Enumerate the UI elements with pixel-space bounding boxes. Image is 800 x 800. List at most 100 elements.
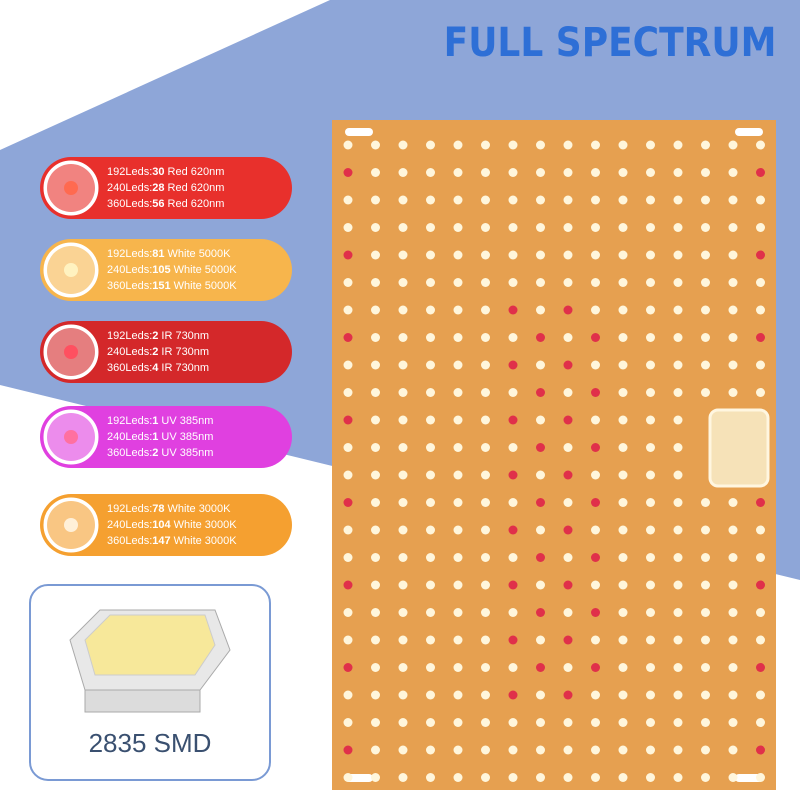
led [536, 718, 545, 727]
led [536, 388, 545, 397]
led [728, 773, 738, 782]
led [398, 250, 408, 260]
led [508, 278, 518, 287]
led [398, 773, 408, 782]
led [563, 718, 573, 727]
led [618, 278, 628, 287]
spec-count: 2 [152, 346, 158, 358]
led [756, 525, 765, 535]
led [343, 278, 353, 287]
led [756, 388, 765, 397]
spec-desc: White 5000K [168, 248, 232, 260]
led [481, 718, 490, 727]
led [398, 690, 408, 700]
led [591, 250, 600, 260]
led [536, 278, 545, 287]
led [481, 388, 490, 397]
led [618, 580, 628, 590]
led [701, 745, 710, 755]
led [563, 388, 573, 397]
led [728, 195, 738, 205]
led [618, 635, 628, 645]
led [371, 443, 380, 452]
led [453, 140, 463, 150]
led [426, 773, 435, 782]
led [481, 360, 490, 370]
led [563, 498, 573, 507]
spec-pill [40, 321, 292, 383]
spec-pill [40, 406, 292, 468]
led [371, 305, 380, 315]
led [701, 635, 710, 645]
led [591, 223, 600, 232]
led [536, 443, 545, 452]
led [481, 608, 490, 617]
led [536, 140, 545, 150]
led [673, 168, 683, 177]
led [426, 553, 435, 562]
led [536, 470, 545, 480]
led [701, 553, 710, 562]
led [536, 195, 545, 205]
led [398, 305, 408, 315]
chip-label: 2835 SMD [89, 728, 212, 758]
led [646, 608, 655, 617]
led [728, 718, 738, 727]
chip-phosphor [84, 614, 216, 676]
led [646, 195, 655, 205]
led [673, 498, 683, 507]
led [343, 140, 353, 150]
led [563, 580, 573, 590]
led [453, 360, 463, 370]
led [728, 360, 738, 370]
led [343, 580, 353, 590]
led [398, 443, 408, 452]
led [398, 498, 408, 507]
spec-prefix: 240Leds: [107, 346, 152, 358]
led [646, 635, 655, 645]
led [618, 223, 628, 232]
led [728, 305, 738, 315]
led [646, 498, 655, 507]
led [453, 553, 463, 562]
led [481, 278, 490, 287]
led [453, 305, 463, 315]
led [591, 525, 600, 535]
led [453, 690, 463, 700]
led [756, 718, 765, 727]
led [646, 580, 655, 590]
led [756, 773, 765, 782]
led [618, 305, 628, 315]
led [673, 360, 683, 370]
led [591, 580, 600, 590]
led [371, 498, 380, 507]
spec-desc: White 3000K [174, 519, 238, 531]
led [426, 718, 435, 727]
spec-line: 360Leds:2 UV 385nm [107, 447, 213, 459]
led [371, 553, 380, 562]
led [563, 195, 573, 205]
led [371, 745, 380, 755]
led [398, 223, 408, 232]
spec-line: 240Leds:1 UV 385nm [107, 431, 213, 443]
led [343, 470, 353, 480]
led [563, 223, 573, 232]
led [618, 140, 628, 150]
spec-line: 192Leds:2 IR 730nm [107, 330, 209, 342]
led [646, 168, 655, 177]
led [453, 773, 463, 782]
led [563, 690, 573, 700]
led [453, 580, 463, 590]
led [701, 168, 710, 177]
led [701, 690, 710, 700]
led [481, 635, 490, 645]
led [673, 223, 683, 232]
led [343, 773, 353, 782]
led [701, 718, 710, 727]
led [673, 663, 683, 672]
led [618, 553, 628, 562]
led [673, 140, 683, 150]
spec-desc: UV 385nm [161, 447, 213, 459]
